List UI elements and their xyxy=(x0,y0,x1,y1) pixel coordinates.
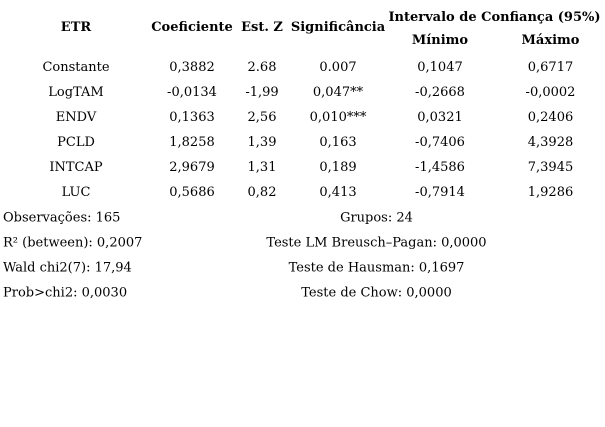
row-label: ENDV xyxy=(55,110,97,125)
footer-row: Observações: 165 Grupos: 24 xyxy=(0,205,605,230)
ci-min-cell: -0,2668 xyxy=(415,85,465,100)
col-header-maximo: Máximo xyxy=(521,33,580,48)
col-header-est-z: Est. Z xyxy=(241,20,283,35)
stat-prob-chi2: Prob>chi2: 0,0030 xyxy=(3,285,128,300)
stat-r2-between: R² (between): 0,2007 xyxy=(3,235,143,250)
z-cell: 2,56 xyxy=(247,110,277,125)
table-header: ETR Coeficiente Est. Z Significância Int… xyxy=(0,0,605,55)
stat-wald-chi2: Wald chi2(7): 17,94 xyxy=(3,260,132,275)
col-header-coeficiente: Coeficiente xyxy=(151,20,233,35)
z-cell: 0,82 xyxy=(247,185,277,200)
col-header-minimo: Mínimo xyxy=(411,33,469,48)
footer-row: Prob>chi2: 0,0030 Teste de Chow: 0,0000 xyxy=(0,280,605,305)
sig-cell: 0,047** xyxy=(312,85,364,100)
sig-cell: 0.007 xyxy=(319,60,357,75)
table-footer: Observações: 165 Grupos: 24 R² (between)… xyxy=(0,205,605,305)
ci-min-cell: 0,1047 xyxy=(417,60,463,75)
ci-max-cell: -0,0002 xyxy=(525,85,576,100)
footer-row: Wald chi2(7): 17,94 Teste de Hausman: 0,… xyxy=(0,255,605,280)
table-body: Constante 0,3882 2.68 0.007 0,1047 0,671… xyxy=(0,55,605,205)
sig-cell: 0,163 xyxy=(319,135,357,150)
ci-max-cell: 4,3928 xyxy=(527,135,574,150)
coef-cell: 0,5686 xyxy=(169,185,215,200)
stat-grupos: Grupos: 24 xyxy=(340,210,413,225)
ci-min-cell: 0,0321 xyxy=(417,110,463,125)
stat-hausman: Teste de Hausman: 0,1697 xyxy=(288,260,465,275)
coef-cell: 0,1363 xyxy=(169,110,215,125)
ci-max-cell: 0,6717 xyxy=(527,60,574,75)
row-label: LUC xyxy=(61,185,91,200)
stat-chow: Teste de Chow: 0,0000 xyxy=(301,285,452,300)
ci-max-cell: 0,2406 xyxy=(527,110,574,125)
row-label: PCLD xyxy=(57,135,95,150)
z-cell: -1,99 xyxy=(245,85,279,100)
stat-observacoes: Observações: 165 xyxy=(3,210,121,225)
col-header-etr: ETR xyxy=(60,20,92,35)
coef-cell: 2,9679 xyxy=(169,160,215,175)
ci-min-cell: -1,4586 xyxy=(415,160,465,175)
z-cell: 1,31 xyxy=(247,160,277,175)
sig-cell: 0,010*** xyxy=(309,110,367,125)
sig-cell: 0,413 xyxy=(319,185,357,200)
ci-max-cell: 1,9286 xyxy=(527,185,574,200)
row-label: Constante xyxy=(42,60,110,75)
z-cell: 2.68 xyxy=(247,60,277,75)
ci-min-cell: -0,7406 xyxy=(415,135,465,150)
stat-breusch-pagan: Teste LM Breusch–Pagan: 0,0000 xyxy=(266,235,487,250)
row-label: LogTAM xyxy=(48,85,104,100)
footer-row: R² (between): 0,2007 Teste LM Breusch–Pa… xyxy=(0,230,605,255)
row-label: INTCAP xyxy=(49,160,103,175)
col-header-significancia: Significância xyxy=(290,20,386,35)
coef-cell: 0,3882 xyxy=(169,60,215,75)
col-header-intervalo-confianca: Intervalo de Confiança (95%) xyxy=(388,10,601,25)
z-cell: 1,39 xyxy=(247,135,277,150)
ci-min-cell: -0,7914 xyxy=(415,185,465,200)
coef-cell: -0,0134 xyxy=(167,85,217,100)
coef-cell: 1,8258 xyxy=(169,135,215,150)
sig-cell: 0,189 xyxy=(319,160,357,175)
ci-max-cell: 7,3945 xyxy=(527,160,574,175)
